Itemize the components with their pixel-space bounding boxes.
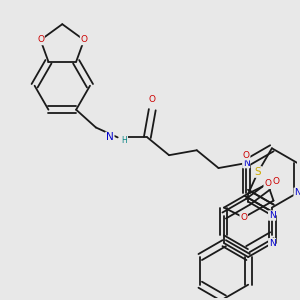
Text: H: H	[122, 136, 128, 145]
Text: O: O	[272, 177, 279, 186]
Text: O: O	[243, 151, 250, 160]
Text: O: O	[240, 213, 247, 222]
Text: O: O	[149, 95, 156, 104]
Text: O: O	[264, 179, 271, 188]
Text: N: N	[269, 211, 275, 220]
Text: O: O	[80, 35, 88, 44]
Text: N: N	[294, 188, 300, 197]
Text: N: N	[243, 159, 250, 168]
Text: N: N	[269, 239, 275, 248]
Text: N: N	[106, 132, 114, 142]
Text: S: S	[255, 167, 261, 177]
Text: O: O	[37, 35, 44, 44]
